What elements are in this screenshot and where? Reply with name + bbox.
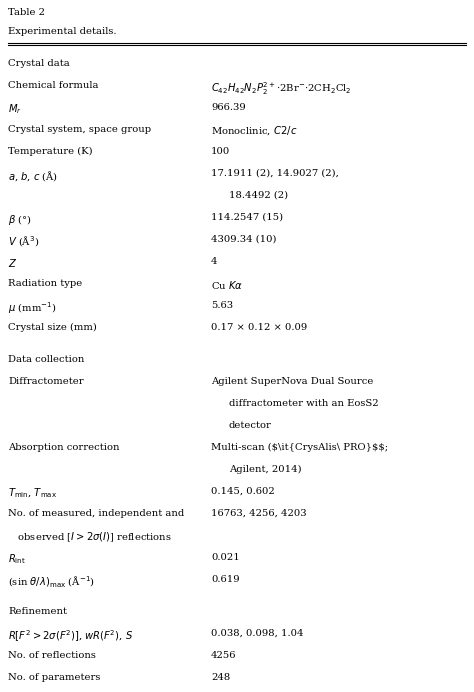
Text: $\mu$ (mm$^{-1}$): $\mu$ (mm$^{-1}$): [8, 300, 56, 316]
Text: $a$, $b$, $c$ (Å): $a$, $b$, $c$ (Å): [8, 169, 58, 183]
Text: 114.2547 (15): 114.2547 (15): [211, 212, 283, 221]
Text: Radiation type: Radiation type: [8, 279, 82, 288]
Text: No. of measured, independent and: No. of measured, independent and: [8, 509, 184, 518]
Text: $Z$: $Z$: [8, 257, 17, 268]
Text: Crystal size (mm): Crystal size (mm): [8, 322, 97, 331]
Text: Multi-scan ($\it{CrysAlis\ PRO}$$;: Multi-scan ($\it{CrysAlis\ PRO}$$;: [211, 443, 388, 452]
Text: $\beta$ (°): $\beta$ (°): [8, 212, 32, 226]
Text: $R_{\rm int}$: $R_{\rm int}$: [8, 553, 26, 566]
Text: Table 2: Table 2: [8, 8, 45, 17]
Text: Crystal data: Crystal data: [8, 59, 70, 68]
Text: Cu $K\alpha$: Cu $K\alpha$: [211, 279, 243, 291]
Text: $T_{\rm min}$, $T_{\rm max}$: $T_{\rm min}$, $T_{\rm max}$: [8, 486, 57, 500]
Text: 4256: 4256: [211, 650, 237, 659]
Text: detector: detector: [229, 421, 272, 430]
Text: 0.038, 0.098, 1.04: 0.038, 0.098, 1.04: [211, 628, 303, 637]
Text: 0.021: 0.021: [211, 553, 240, 562]
Text: Temperature (K): Temperature (K): [8, 147, 92, 156]
Text: 100: 100: [211, 147, 230, 156]
Text: Agilent SuperNova Dual Source: Agilent SuperNova Dual Source: [211, 376, 374, 385]
Text: 248: 248: [211, 673, 230, 682]
Text: 966.39: 966.39: [211, 102, 246, 111]
Text: 16763, 4256, 4203: 16763, 4256, 4203: [211, 509, 307, 518]
Text: observed [$I > 2\sigma(I)$] reflections: observed [$I > 2\sigma(I)$] reflections: [8, 531, 172, 544]
Text: Experimental details.: Experimental details.: [8, 27, 117, 36]
Text: 0.619: 0.619: [211, 574, 239, 583]
Text: 0.145, 0.602: 0.145, 0.602: [211, 486, 274, 495]
Text: 17.1911 (2), 14.9027 (2),: 17.1911 (2), 14.9027 (2),: [211, 169, 339, 178]
Text: $V$ (Å$^3$): $V$ (Å$^3$): [8, 235, 39, 249]
Text: Data collection: Data collection: [8, 354, 84, 363]
Text: 4309.34 (10): 4309.34 (10): [211, 235, 276, 244]
Text: Absorption correction: Absorption correction: [8, 443, 119, 452]
Text: Diffractometer: Diffractometer: [8, 376, 83, 385]
Text: No. of reflections: No. of reflections: [8, 650, 96, 659]
Text: diffractometer with an EosS2: diffractometer with an EosS2: [229, 399, 379, 408]
Text: $M_r$: $M_r$: [8, 102, 22, 116]
Text: 4: 4: [211, 257, 218, 266]
Text: Refinement: Refinement: [8, 607, 67, 616]
Text: No. of parameters: No. of parameters: [8, 673, 100, 682]
Text: Monoclinic, $C2/c$: Monoclinic, $C2/c$: [211, 125, 297, 137]
Text: $C_{42}H_{42}N_2P_2^{2+}$$\cdot$2Br$^{-}$$\cdot$2CH$_2$Cl$_2$: $C_{42}H_{42}N_2P_2^{2+}$$\cdot$2Br$^{-}…: [211, 80, 352, 98]
Text: 5.63: 5.63: [211, 300, 233, 309]
Text: $R[F^2 > 2\sigma(F^2)]$, $wR(F^2)$, $S$: $R[F^2 > 2\sigma(F^2)]$, $wR(F^2)$, $S$: [8, 628, 133, 644]
Text: 18.4492 (2): 18.4492 (2): [229, 190, 288, 199]
Text: (sin $\theta/\lambda)_{\rm max}$ (Å$^{-1}$): (sin $\theta/\lambda)_{\rm max}$ (Å$^{-1…: [8, 574, 95, 590]
Text: Crystal system, space group: Crystal system, space group: [8, 125, 151, 134]
Text: 0.17 × 0.12 × 0.09: 0.17 × 0.12 × 0.09: [211, 322, 307, 331]
Text: Agilent, 2014): Agilent, 2014): [229, 464, 301, 474]
Text: Chemical formula: Chemical formula: [8, 80, 99, 89]
